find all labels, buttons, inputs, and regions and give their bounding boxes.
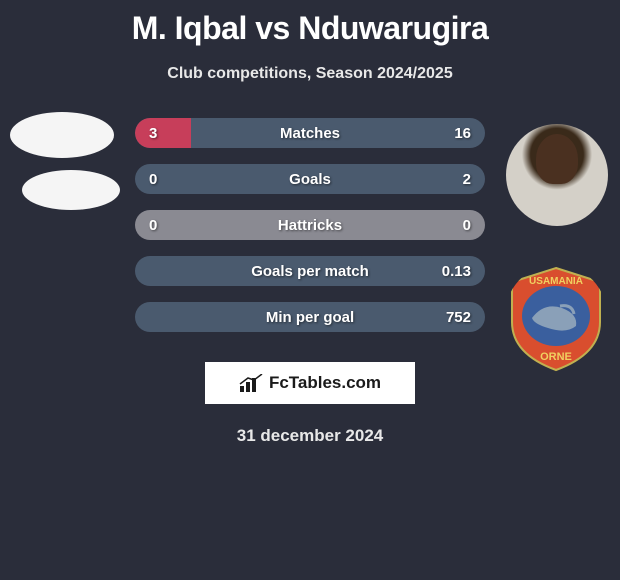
stat-label: Min per goal (266, 309, 354, 326)
stat-left-fill (135, 118, 191, 148)
stat-row: 0 Goals 2 (135, 164, 485, 194)
stat-label: Goals per match (251, 263, 369, 280)
stat-value-right: 0.13 (442, 263, 471, 280)
stat-value-left: 0 (149, 171, 157, 188)
stat-label: Goals (289, 171, 331, 188)
stats-container: 3 Matches 16 0 Goals 2 0 Hattricks 0 Goals per ma… (0, 118, 620, 332)
badge-bottom-text: ORNE (540, 351, 572, 363)
stat-value-right: 0 (463, 217, 471, 234)
watermark-text: FcTables.com (269, 373, 381, 393)
stat-label: Hattricks (278, 217, 342, 234)
stat-value-right: 16 (454, 125, 471, 142)
stat-value-right: 2 (463, 171, 471, 188)
date-text: 31 december 2024 (0, 426, 620, 446)
watermark: FcTables.com (205, 362, 415, 404)
chart-icon (239, 374, 263, 392)
stat-row: Goals per match 0.13 (135, 256, 485, 286)
stat-label: Matches (280, 125, 340, 142)
stat-row: 3 Matches 16 (135, 118, 485, 148)
page-title: M. Iqbal vs Nduwarugira (0, 0, 620, 47)
subtitle: Club competitions, Season 2024/2025 (0, 65, 620, 83)
stat-value-left: 3 (149, 125, 157, 142)
stat-value-left: 0 (149, 217, 157, 234)
stat-row: 0 Hattricks 0 (135, 210, 485, 240)
stat-row: Min per goal 752 (135, 302, 485, 332)
stat-value-right: 752 (446, 309, 471, 326)
